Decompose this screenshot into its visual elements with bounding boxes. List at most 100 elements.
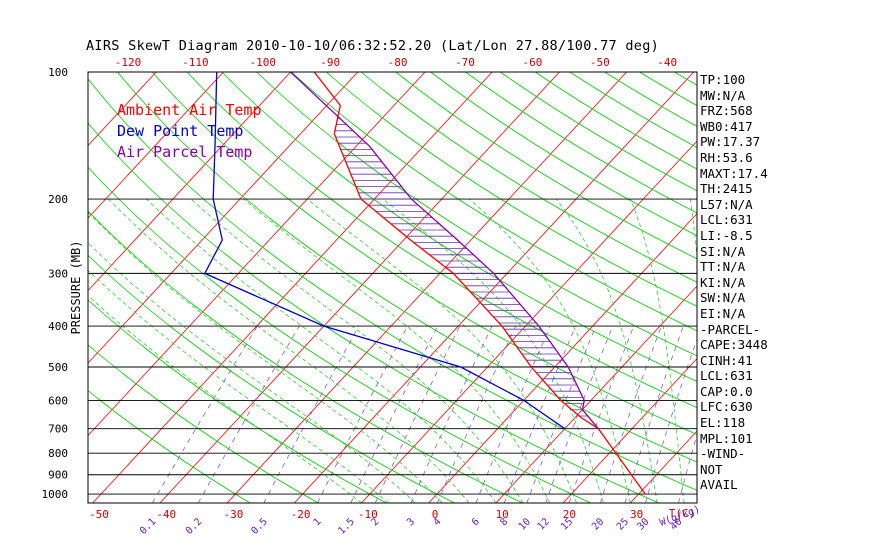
mixing-ratio-label: 12 (536, 516, 552, 532)
stat-ei: EI:N/A (700, 305, 746, 321)
mixing-ratio-line (152, 325, 258, 503)
pressure-tick-label: 500 (48, 361, 68, 374)
mixing-ratio-label: 0.5 (249, 516, 270, 537)
mixing-ratio-label: 2 (369, 516, 381, 528)
stat-wind-header: -WIND- (700, 446, 746, 462)
stat-tp: TP:100 (700, 72, 746, 87)
dry-adiabat-line (534, 72, 697, 170)
dry-adiabat-line (326, 72, 697, 307)
bottom-axis-label: T(C) (669, 507, 696, 520)
series-line-air-parcel-temp (290, 72, 599, 430)
isotherm-line (562, 357, 697, 503)
chart-title: AIRS SkewT Diagram 2010-10-10/06:32:52.2… (86, 38, 660, 54)
mixing-ratio-line (599, 325, 662, 503)
top-temp-tick-label: -40 (657, 56, 677, 69)
dry-adiabat-line (88, 78, 697, 491)
stat-wind-avail: AVAIL (700, 477, 738, 493)
moist-adiabat-line (243, 198, 551, 503)
bottom-temp-tick-label: -40 (156, 508, 176, 521)
stat-cinh: CINH:41 (700, 352, 753, 368)
y-axis-label: PRESSURE (MB) (69, 241, 83, 335)
mixing-ratio-line (545, 325, 614, 503)
legend-ambient-air-temp: Ambient Air Temp (117, 101, 262, 119)
stat-cap: CAP:0.0 (700, 383, 753, 399)
top-temp-tick-label: -110 (182, 56, 209, 69)
isotherm-line (226, 72, 627, 503)
stat-frz: FRZ:568 (700, 103, 753, 119)
pressure-tick-label: 200 (48, 193, 68, 206)
dry-adiabat-line (569, 72, 697, 148)
dry-adiabat-line (88, 210, 524, 503)
moist-adiabat-line (146, 198, 497, 503)
bottom-temp-tick-label: 0 (432, 508, 439, 521)
moist-adiabat-line (108, 198, 470, 503)
stats-sidebar: TP:100 MW:N/A FRZ:568 WB0:417 PW:17.37 R… (700, 72, 850, 493)
legend-dew-point-temp: Dew Point Temp (117, 122, 244, 140)
mixing-ratio-line (317, 325, 408, 503)
mixing-ratio-line (437, 325, 517, 503)
isotherm-line (88, 72, 426, 437)
top-temp-tick-label: -120 (115, 56, 142, 69)
top-temp-tick-label: -60 (522, 56, 542, 69)
isotherm-line (428, 212, 697, 503)
bottom-temp-tick-label: 20 (563, 508, 576, 521)
moist-adiabat-line (190, 198, 524, 503)
dry-adiabat-line (88, 122, 660, 503)
mixing-ratio-line (410, 325, 493, 503)
stat-li: LI:-8.5 (700, 227, 753, 243)
isotherm-line (88, 72, 224, 219)
bottom-temp-tick-label: 30 (630, 508, 643, 521)
pressure-tick-label: 700 (48, 423, 68, 436)
moist-adiabat-line (88, 295, 362, 503)
dry-adiabat-line (88, 254, 456, 503)
mixing-ratio-line (624, 325, 684, 503)
series-line-ambient-air-temp (313, 72, 646, 495)
top-temp-tick-label: -90 (320, 56, 340, 69)
moist-adiabat-line (88, 269, 389, 503)
dry-adiabat-line (117, 72, 697, 463)
isotherm-line (0, 72, 22, 503)
mixing-ratio-line (526, 325, 597, 503)
pressure-tick-label: 800 (48, 447, 68, 460)
stat-sw: SW:N/A (700, 290, 746, 306)
stat-th: TH:2415 (700, 181, 753, 197)
stat-mpl: MPL:101 (700, 430, 753, 446)
stat-parcel-header: -PARCEL- (700, 321, 761, 337)
moist-adiabat-line (469, 198, 631, 503)
isotherm-line (495, 285, 697, 503)
bottom-temp-tick-label: -20 (291, 508, 311, 521)
stat-ki: KI:N/A (700, 274, 746, 290)
stat-tt: TT:N/A (700, 259, 746, 275)
stat-pw: PW:17.37 (700, 134, 761, 150)
mixing-ratio-line (350, 325, 439, 503)
stat-cape: CAPE:3448 (700, 337, 768, 353)
mixing-ratio-label: 0.2 (184, 516, 205, 537)
stat-l57: L57:N/A (700, 196, 753, 212)
moist-adiabat-line (88, 211, 443, 503)
mixing-ratio-line (374, 325, 461, 503)
moist-adiabat-line (306, 198, 577, 503)
dry-adiabat-line (221, 72, 697, 382)
dry-adiabat-line (500, 72, 697, 192)
dry-adiabat-line (291, 72, 697, 332)
mixing-ratio-line (568, 325, 635, 503)
mixing-ratio-label: 1.5 (336, 516, 357, 537)
mixing-ratio-label: 25 (615, 516, 631, 532)
pressure-tick-label: 900 (48, 469, 68, 482)
stat-wind-not: NOT (700, 461, 723, 477)
stat-parcel-lcl: LCL:631 (700, 368, 753, 384)
pressure-tick-label: 1000 (42, 488, 69, 501)
stat-wb0: WB0:417 (700, 118, 753, 134)
pressure-tick-label: 300 (48, 267, 68, 280)
isotherm-line (92, 72, 493, 503)
dry-adiabat-line (88, 299, 388, 503)
legend-air-parcel-temp: Air Parcel Temp (117, 143, 253, 161)
mixing-ratio-line (503, 325, 577, 503)
stat-maxt: MAXT:17.4 (700, 165, 768, 181)
moist-adiabat-line (630, 198, 685, 503)
mixing-ratio-line (197, 325, 300, 503)
mixing-ratio-line (645, 338, 697, 503)
moist-adiabat-line (555, 198, 658, 503)
isotherm-line (294, 72, 695, 503)
